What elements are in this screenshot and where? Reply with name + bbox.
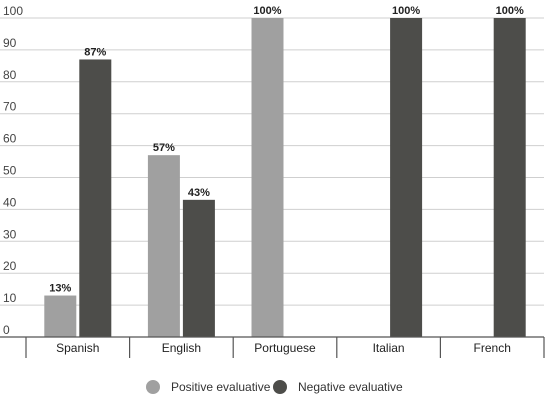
y-tick-label: 100 <box>3 4 23 18</box>
y-tick-label: 50 <box>3 164 17 178</box>
category-label: Spanish <box>56 341 99 355</box>
category-label: French <box>474 341 511 355</box>
y-tick-label: 30 <box>3 227 17 241</box>
legend-label: Positive evaluative <box>171 380 271 394</box>
legend: Positive evaluative Negative evaluative <box>146 380 403 394</box>
category-label: Portuguese <box>254 341 316 355</box>
legend-label: Negative evaluative <box>298 380 403 394</box>
bar-positive <box>44 295 77 337</box>
bar-positive <box>147 155 180 337</box>
y-tick-label: 0 <box>3 323 10 337</box>
bars <box>44 18 526 337</box>
category-label: English <box>162 341 201 355</box>
y-tick-label: 10 <box>3 291 17 305</box>
value-labels: 13% 87% 57% 43% 100% 100% 100% <box>49 5 524 295</box>
data-label: 57% <box>153 142 175 154</box>
bar-negative <box>390 18 423 337</box>
data-label: 100% <box>253 5 281 17</box>
data-label: 87% <box>84 46 106 58</box>
category-label: Italian <box>373 341 405 355</box>
legend-marker <box>146 380 160 394</box>
data-label: 100% <box>392 5 420 17</box>
bar-negative <box>493 18 526 337</box>
legend-marker <box>273 380 287 394</box>
data-label: 43% <box>188 187 210 199</box>
y-tick-label: 60 <box>3 132 17 146</box>
y-tick-label: 20 <box>3 259 17 273</box>
y-tick-label: 80 <box>3 68 17 82</box>
bar-negative <box>182 199 215 337</box>
x-axis <box>0 336 545 358</box>
data-label: 13% <box>49 283 71 295</box>
category-labels: Spanish English Portuguese Italian French <box>56 341 511 355</box>
y-axis-ticks: 0 10 20 30 40 50 60 70 80 90 100 <box>3 4 23 337</box>
data-label: 100% <box>496 5 524 17</box>
y-tick-label: 70 <box>3 100 17 114</box>
bar-positive <box>251 18 284 337</box>
bar-negative <box>79 59 112 337</box>
y-tick-label: 40 <box>3 195 17 209</box>
y-tick-label: 90 <box>3 36 17 50</box>
